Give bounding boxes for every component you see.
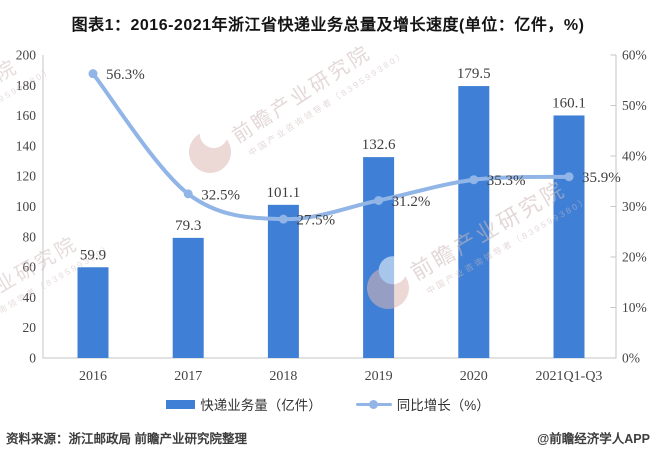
bar-series-swatch-icon — [166, 399, 196, 409]
line-value-label: 56.3% — [106, 67, 145, 83]
x-axis-label: 2021Q1-Q3 — [536, 369, 603, 384]
bar-2020 — [458, 86, 490, 359]
line-value-label: 35.9% — [582, 170, 621, 186]
left-axis-tick-label: 200 — [16, 48, 37, 63]
watermark-logo-cut — [199, 120, 228, 149]
x-axis-label: 2017 — [174, 369, 202, 384]
bar-2016 — [77, 267, 109, 358]
bar-value-label: 79.3 — [175, 218, 201, 234]
line-value-label: 35.3% — [487, 173, 526, 189]
source-note: 资料来源：浙江邮政局 前瞻产业研究院整理 — [6, 432, 247, 446]
line-marker-2020 — [469, 175, 479, 185]
bar-value-label: 59.9 — [80, 247, 106, 263]
line-marker-2018 — [278, 214, 288, 224]
left-axis-tick-label: 120 — [16, 169, 37, 184]
legend-item-bar-series: 快递业务量（亿件） — [166, 394, 322, 414]
line-value-label: 31.2% — [392, 194, 431, 210]
line-marker-2019 — [374, 195, 384, 205]
left-axis-tick-label: 40 — [23, 290, 37, 305]
bar-value-label: 179.5 — [457, 66, 491, 82]
left-axis-tick-label: 100 — [16, 199, 37, 214]
right-axis-tick-label: 40% — [622, 149, 647, 164]
left-axis-tick-label: 80 — [23, 229, 37, 244]
line-value-label: 27.5% — [296, 213, 335, 229]
line-marker-2021Q1-Q3 — [564, 172, 574, 182]
right-axis-tick-label: 0% — [622, 351, 640, 366]
left-axis-tick-label: 20 — [23, 320, 37, 335]
line-value-label: 32.5% — [201, 187, 240, 203]
x-axis-label: 2018 — [269, 369, 297, 384]
bar-value-label: 132.6 — [362, 137, 396, 153]
bar-2017 — [172, 237, 204, 358]
left-axis-tick-label: 180 — [16, 78, 37, 93]
x-axis-label: 2020 — [460, 369, 488, 384]
line-marker-2016 — [88, 69, 98, 79]
watermark-brand-text: 前瞻产业研究院 — [228, 41, 376, 148]
bar-value-label: 160.1 — [552, 95, 586, 111]
right-axis-tick-label: 50% — [622, 98, 647, 113]
left-axis-tick-label: 160 — [16, 108, 37, 123]
right-axis-tick-label: 30% — [622, 199, 647, 214]
legend: 快递业务量（亿件） 同比增长（%） — [0, 394, 656, 414]
right-axis-tick-label: 60% — [622, 48, 647, 63]
legend-label-bar-series: 快递业务量（亿件） — [200, 398, 322, 413]
brand-credit: @前瞻经济学人APP — [537, 432, 650, 446]
line-series-swatch-icon — [355, 399, 392, 409]
bar-2021Q1-Q3 — [553, 115, 585, 358]
left-axis-tick-label: 0 — [29, 351, 36, 366]
bar-value-label: 101.1 — [267, 185, 301, 201]
legend-item-line-series: 同比增长（%） — [355, 394, 490, 414]
left-axis-tick-label: 140 — [16, 138, 37, 153]
left-axis-tick-label: 60 — [23, 260, 37, 275]
line-marker-2017 — [183, 189, 193, 199]
bar-2018 — [267, 204, 299, 358]
x-axis-label: 2019 — [365, 369, 393, 384]
page-title: 图表1：2016-2021年浙江省快递业务总量及增长速度(单位：亿件，%) — [71, 17, 585, 34]
legend-label-line-series: 同比增长（%） — [396, 398, 490, 413]
footer: 资料来源：浙江邮政局 前瞻产业研究院整理 @前瞻经济学人APP — [6, 428, 650, 447]
right-axis-tick-label: 20% — [622, 250, 647, 265]
right-axis-tick-label: 10% — [622, 300, 647, 315]
x-axis-label: 2016 — [79, 369, 107, 384]
watermark-logo-cut — [378, 256, 407, 285]
